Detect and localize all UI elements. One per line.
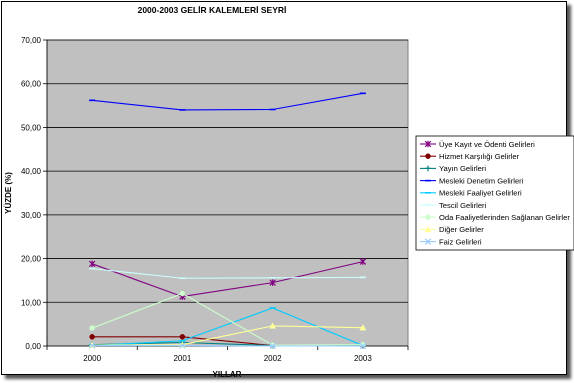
legend-label: Mesleki Denetim Gelirleri [439, 176, 524, 185]
data-point [180, 291, 185, 296]
plot-area [47, 40, 408, 346]
y-tick-label: 10,00 [21, 298, 42, 307]
x-axis: 2000 2001 2002 2003 [47, 346, 408, 363]
y-tick-label: 0,00 [25, 342, 41, 351]
y-axis-title: YÜZDE (%) [4, 172, 13, 214]
legend-label: Üye Kayıt ve Ödenti Gelirleri [439, 140, 535, 149]
x-tick-label: 2002 [264, 354, 282, 363]
legend-label: Faiz Gelirleri [439, 237, 482, 246]
legend-label: Hizmet Karşılığı Gelirler [439, 152, 520, 161]
legend-label: Yayın Gelirleri [439, 164, 486, 173]
legend-marker [426, 154, 431, 159]
y-tick-label: 30,00 [21, 211, 42, 220]
legend-entry: Oda Faaliyetlerinden Sağlanan Gelirler [420, 213, 570, 222]
data-point [180, 334, 185, 339]
data-point [90, 334, 95, 339]
legend-label: Oda Faaliyetlerinden Sağlanan Gelirler [439, 213, 570, 222]
y-tick-label: 50,00 [21, 123, 42, 132]
legend-marker [426, 215, 431, 220]
data-point [270, 343, 275, 348]
legend-label: Mesleki Faaliyet Gelirleri [439, 189, 522, 198]
legend-label: Tescil Gelirleri [439, 201, 487, 210]
x-tick-label: 2001 [173, 354, 191, 363]
y-tick-label: 20,00 [21, 255, 42, 264]
legend-label: Diğer Gelirler [439, 225, 484, 234]
y-tick-label: 70,00 [21, 36, 42, 45]
y-tick-label: 60,00 [21, 80, 42, 89]
data-point [90, 326, 95, 331]
y-axis: 0,00 10,00 20,00 30,00 40,00 50,00 60,00 70,00 [21, 36, 47, 351]
chart-title: 2000-2003 GELİR KALEMLERİ SEYRİ [138, 5, 287, 15]
x-tick-label: 2000 [83, 354, 101, 363]
x-tick-label: 2003 [354, 354, 372, 363]
x-axis-title: YILLAR [213, 370, 242, 379]
y-tick-label: 40,00 [21, 167, 42, 176]
